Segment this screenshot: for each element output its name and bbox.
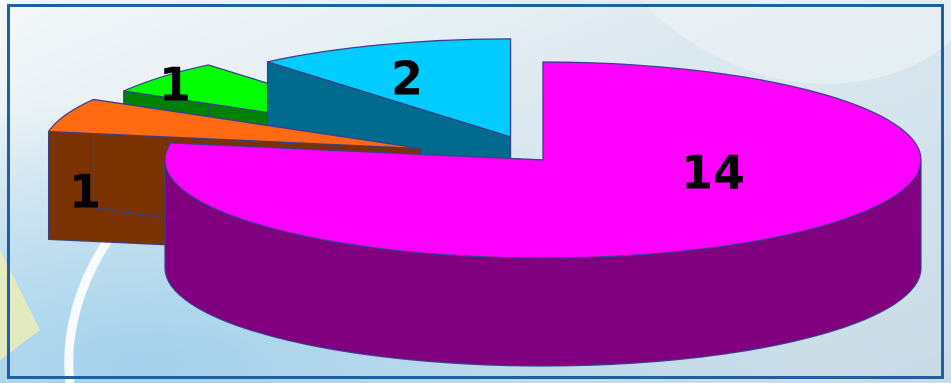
data-label-0: 14 (681, 146, 745, 200)
pie-data-labels: 14 1 1 2 (69, 52, 745, 219)
pie-slice-3-top (266, 38, 512, 138)
data-label-3: 2 (391, 52, 423, 106)
pie-slices (47, 38, 922, 367)
data-label-2: 1 (159, 58, 191, 112)
pie-slice-0 (164, 61, 922, 367)
pie-slice-1-top (47, 98, 422, 150)
pie-slice-0-top (164, 61, 922, 259)
data-label-1: 1 (69, 165, 101, 219)
